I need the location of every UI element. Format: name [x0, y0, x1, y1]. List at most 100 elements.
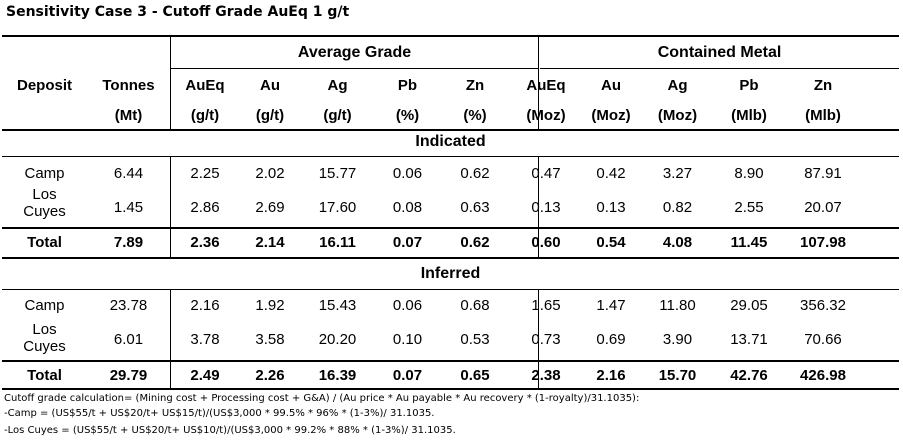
- total-pb-grade: 0.07: [392, 366, 423, 384]
- unit-pb-metal: (Mlb): [731, 106, 767, 124]
- total-ag-metal: 15.70: [658, 366, 697, 384]
- col-header-tonnes: Tonnes: [102, 76, 155, 94]
- unit-zn-grade: (%): [463, 106, 487, 124]
- col-header-au-grade: Au: [260, 76, 280, 94]
- value-zn-grade: 0.63: [460, 198, 490, 216]
- col-header-zn-metal: Zn: [813, 76, 833, 94]
- value-pb-grade: 0.10: [392, 330, 423, 348]
- unit-zn-metal: (Mlb): [805, 106, 841, 124]
- total-aueq-metal: 2.38: [531, 366, 561, 384]
- value-aueq-metal: 0.47: [531, 164, 561, 182]
- value-tonnes: 6.44: [113, 164, 144, 182]
- table-row: Camp 6.44 2.25 2.02 15.77 0.06 0.62 0.47…: [2, 163, 899, 183]
- col-header-au-metal: Au: [601, 76, 621, 94]
- total-zn-grade: 0.62: [460, 233, 490, 251]
- total-ag-metal: 4.08: [662, 233, 693, 251]
- value-zn-metal: 70.66: [804, 330, 842, 348]
- footnote-los-cuyes: -Los Cuyes = (US$55/t + US$20/t+ US$10/t…: [4, 425, 456, 436]
- unit-tonnes: (Mt): [114, 106, 143, 124]
- value-ag-metal: 3.90: [662, 330, 693, 348]
- total-zn-metal: 107.98: [800, 233, 846, 251]
- total-au-metal: 2.16: [596, 366, 626, 384]
- total-row: Total 7.89 2.36 2.14 16.11 0.07 0.62 0.6…: [2, 232, 899, 252]
- unit-pb-grade: (%): [395, 106, 420, 124]
- total-row: Total 29.79 2.49 2.26 16.39 0.07 0.65 2.…: [2, 365, 899, 385]
- rule-indicated: [2, 156, 899, 157]
- value-zn-grade: 0.53: [460, 330, 490, 348]
- value-tonnes: 1.45: [113, 198, 144, 216]
- deposit-name: Los Cuyes: [2, 186, 87, 220]
- rule-inferred-total-top: [2, 360, 899, 362]
- col-header-aueq-grade: AuEq: [185, 76, 225, 94]
- value-ag-metal: 11.80: [659, 296, 696, 314]
- rule-group-underline-avg: [171, 68, 538, 69]
- section-title-inferred: Inferred: [420, 265, 481, 282]
- footnote-formula: Cutoff grade calculation= (Mining cost +…: [4, 393, 640, 404]
- unit-ag-grade: (g/t): [323, 106, 352, 124]
- table-row: 1.45 2.86 2.69 17.60 0.08 0.63 0.13 0.13…: [2, 197, 899, 217]
- deposit-name: Camp: [24, 164, 65, 182]
- value-aueq-grade: 3.78: [190, 330, 220, 348]
- deposit-name-line2: Cuyes: [23, 338, 66, 355]
- total-aueq-grade: 2.49: [190, 366, 220, 384]
- header-labels-row: Deposit Tonnes AuEq Au Ag Pb Zn AuEq Au …: [2, 74, 899, 96]
- col-header-deposit: Deposit: [16, 76, 72, 94]
- value-au-metal: 0.13: [596, 198, 626, 216]
- rule-indicated-total-bottom: [2, 257, 899, 259]
- value-tonnes: 6.01: [113, 330, 144, 348]
- total-aueq-metal: 0.60: [531, 233, 561, 251]
- value-ag-grade: 20.20: [318, 330, 357, 348]
- value-ag-grade: 15.43: [318, 296, 357, 314]
- value-ag-grade: 17.60: [318, 198, 357, 216]
- total-au-grade: 2.14: [255, 233, 285, 251]
- value-aueq-metal: 0.73: [531, 330, 561, 348]
- rule-header-bottom: [2, 129, 899, 131]
- deposit-name: Camp: [24, 296, 65, 314]
- value-aueq-grade: 2.16: [190, 296, 220, 314]
- value-ag-grade: 15.77: [318, 164, 357, 182]
- rule-bottom: [2, 388, 899, 390]
- total-au-metal: 0.54: [596, 233, 626, 251]
- vrule-left-header: [170, 37, 171, 129]
- value-pb-metal: 13.71: [730, 330, 768, 348]
- vrule-mid-header: [538, 37, 539, 129]
- total-au-grade: 2.26: [255, 366, 285, 384]
- value-zn-metal: 356.32: [800, 296, 846, 314]
- value-ag-metal: 0.82: [662, 198, 693, 216]
- value-aueq-metal: 1.65: [531, 296, 561, 314]
- value-pb-grade: 0.06: [392, 296, 423, 314]
- col-header-ag-metal: Ag: [667, 76, 688, 94]
- section-title-indicated: Indicated: [415, 133, 486, 150]
- total-pb-metal: 11.45: [730, 233, 768, 251]
- table-row: 6.01 3.78 3.58 20.20 0.10 0.53 0.73 0.69…: [2, 329, 899, 349]
- value-pb-metal: 29.05: [730, 296, 768, 314]
- value-pb-grade: 0.08: [392, 198, 423, 216]
- value-aueq-metal: 0.13: [531, 198, 561, 216]
- deposit-name: Los Cuyes: [2, 321, 87, 355]
- value-zn-grade: 0.68: [460, 296, 490, 314]
- col-header-ag-grade: Ag: [327, 76, 348, 94]
- col-header-pb-metal: Pb: [739, 76, 759, 94]
- total-label: Total: [27, 233, 62, 251]
- total-label: Total: [27, 366, 62, 384]
- value-aueq-grade: 2.86: [190, 198, 220, 216]
- value-zn-metal: 20.07: [804, 198, 842, 216]
- unit-au-grade: (g/t): [255, 106, 285, 124]
- value-pb-grade: 0.06: [392, 164, 423, 182]
- value-ag-metal: 3.27: [662, 164, 693, 182]
- group-contained-metal: Contained Metal: [657, 44, 782, 61]
- unit-au-metal: (Moz): [591, 106, 631, 124]
- value-au-grade: 2.69: [255, 198, 285, 216]
- rule-inferred: [2, 289, 899, 290]
- total-pb-grade: 0.07: [392, 233, 423, 251]
- value-zn-grade: 0.62: [460, 164, 490, 182]
- rule-top: [2, 35, 899, 37]
- header-units-row: (Mt) (g/t) (g/t) (g/t) (%) (%) (Moz) (Mo…: [2, 104, 899, 126]
- table-row: Camp 23.78 2.16 1.92 15.43 0.06 0.68 1.6…: [2, 295, 899, 315]
- value-aueq-grade: 2.25: [190, 164, 220, 182]
- deposit-name-line2: Cuyes: [23, 203, 66, 220]
- total-tonnes: 29.79: [109, 366, 148, 384]
- value-pb-metal: 2.55: [734, 198, 764, 216]
- value-zn-metal: 87.91: [804, 164, 842, 182]
- total-ag-grade: 16.39: [318, 366, 357, 384]
